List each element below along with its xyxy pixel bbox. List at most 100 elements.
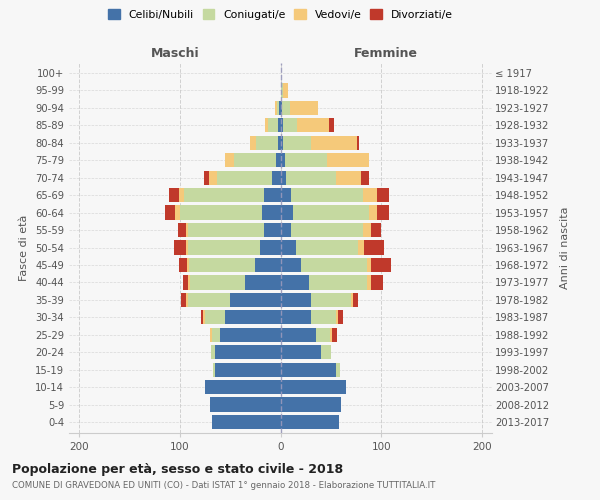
Bar xyxy=(278,136,281,150)
Bar xyxy=(265,118,268,132)
Text: Maschi: Maschi xyxy=(151,47,199,60)
Bar xyxy=(364,240,384,254)
Bar xyxy=(338,310,343,324)
Bar xyxy=(311,136,357,150)
Bar xyxy=(275,100,277,115)
Bar xyxy=(296,118,329,132)
Bar xyxy=(179,258,187,272)
Bar xyxy=(371,223,381,237)
Bar xyxy=(186,223,188,237)
Bar xyxy=(265,223,281,237)
Bar xyxy=(286,170,336,185)
Bar xyxy=(311,310,336,324)
Bar xyxy=(283,118,296,132)
Bar xyxy=(281,100,290,115)
Bar xyxy=(212,328,220,342)
Bar xyxy=(220,328,281,342)
Bar xyxy=(309,275,367,289)
Bar xyxy=(256,258,281,272)
Bar xyxy=(293,206,369,220)
Bar xyxy=(187,258,189,272)
Bar xyxy=(201,310,203,324)
Bar xyxy=(225,153,234,168)
Bar xyxy=(181,292,186,307)
Bar xyxy=(377,188,389,202)
Bar xyxy=(174,240,186,254)
Bar xyxy=(179,188,184,202)
Y-axis label: Fasce di età: Fasce di età xyxy=(19,214,29,280)
Text: Femmine: Femmine xyxy=(354,47,418,60)
Bar xyxy=(357,136,359,150)
Bar xyxy=(371,258,391,272)
Bar xyxy=(281,240,296,254)
Bar xyxy=(371,275,383,289)
Bar xyxy=(330,328,332,342)
Bar xyxy=(281,398,341,411)
Bar xyxy=(369,206,377,220)
Bar xyxy=(260,240,281,254)
Bar xyxy=(188,292,230,307)
Bar xyxy=(316,328,330,342)
Bar xyxy=(272,170,281,185)
Bar xyxy=(188,275,190,289)
Bar xyxy=(281,223,290,237)
Bar xyxy=(205,310,225,324)
Bar xyxy=(212,415,281,429)
Bar xyxy=(180,206,262,220)
Bar xyxy=(281,292,311,307)
Bar xyxy=(278,118,281,132)
Bar xyxy=(301,258,367,272)
Bar xyxy=(361,170,369,185)
Bar xyxy=(211,345,215,360)
Bar xyxy=(336,310,338,324)
Bar xyxy=(234,153,277,168)
Bar xyxy=(184,188,265,202)
Bar xyxy=(178,223,186,237)
Bar xyxy=(281,84,283,98)
Bar xyxy=(189,258,256,272)
Bar xyxy=(169,188,179,202)
Bar xyxy=(183,275,188,289)
Bar xyxy=(283,136,311,150)
Bar xyxy=(209,170,217,185)
Bar xyxy=(186,240,188,254)
Bar xyxy=(281,380,346,394)
Bar xyxy=(327,153,369,168)
Bar xyxy=(280,100,281,115)
Bar xyxy=(290,223,363,237)
Bar xyxy=(353,292,358,307)
Bar xyxy=(265,188,281,202)
Bar xyxy=(281,206,293,220)
Bar xyxy=(358,240,364,254)
Bar xyxy=(203,310,205,324)
Bar xyxy=(281,362,336,377)
Bar xyxy=(281,415,339,429)
Bar xyxy=(367,258,371,272)
Bar xyxy=(367,275,371,289)
Bar xyxy=(311,292,351,307)
Y-axis label: Anni di nascita: Anni di nascita xyxy=(560,206,571,289)
Bar xyxy=(205,380,281,394)
Bar xyxy=(277,100,280,115)
Bar xyxy=(245,275,281,289)
Bar xyxy=(351,292,353,307)
Bar xyxy=(213,362,215,377)
Bar xyxy=(204,170,209,185)
Bar xyxy=(332,328,337,342)
Bar xyxy=(190,275,245,289)
Bar xyxy=(277,153,281,168)
Bar xyxy=(363,223,371,237)
Bar xyxy=(215,362,281,377)
Bar xyxy=(281,310,311,324)
Bar xyxy=(175,206,180,220)
Bar xyxy=(164,206,175,220)
Bar xyxy=(281,328,316,342)
Bar xyxy=(329,118,334,132)
Bar xyxy=(336,362,340,377)
Bar xyxy=(321,345,331,360)
Bar xyxy=(281,136,283,150)
Bar xyxy=(336,170,361,185)
Bar xyxy=(217,170,272,185)
Bar xyxy=(281,188,290,202)
Legend: Celibi/Nubili, Coniugati/e, Vedovi/e, Divorziati/e: Celibi/Nubili, Coniugati/e, Vedovi/e, Di… xyxy=(104,5,457,24)
